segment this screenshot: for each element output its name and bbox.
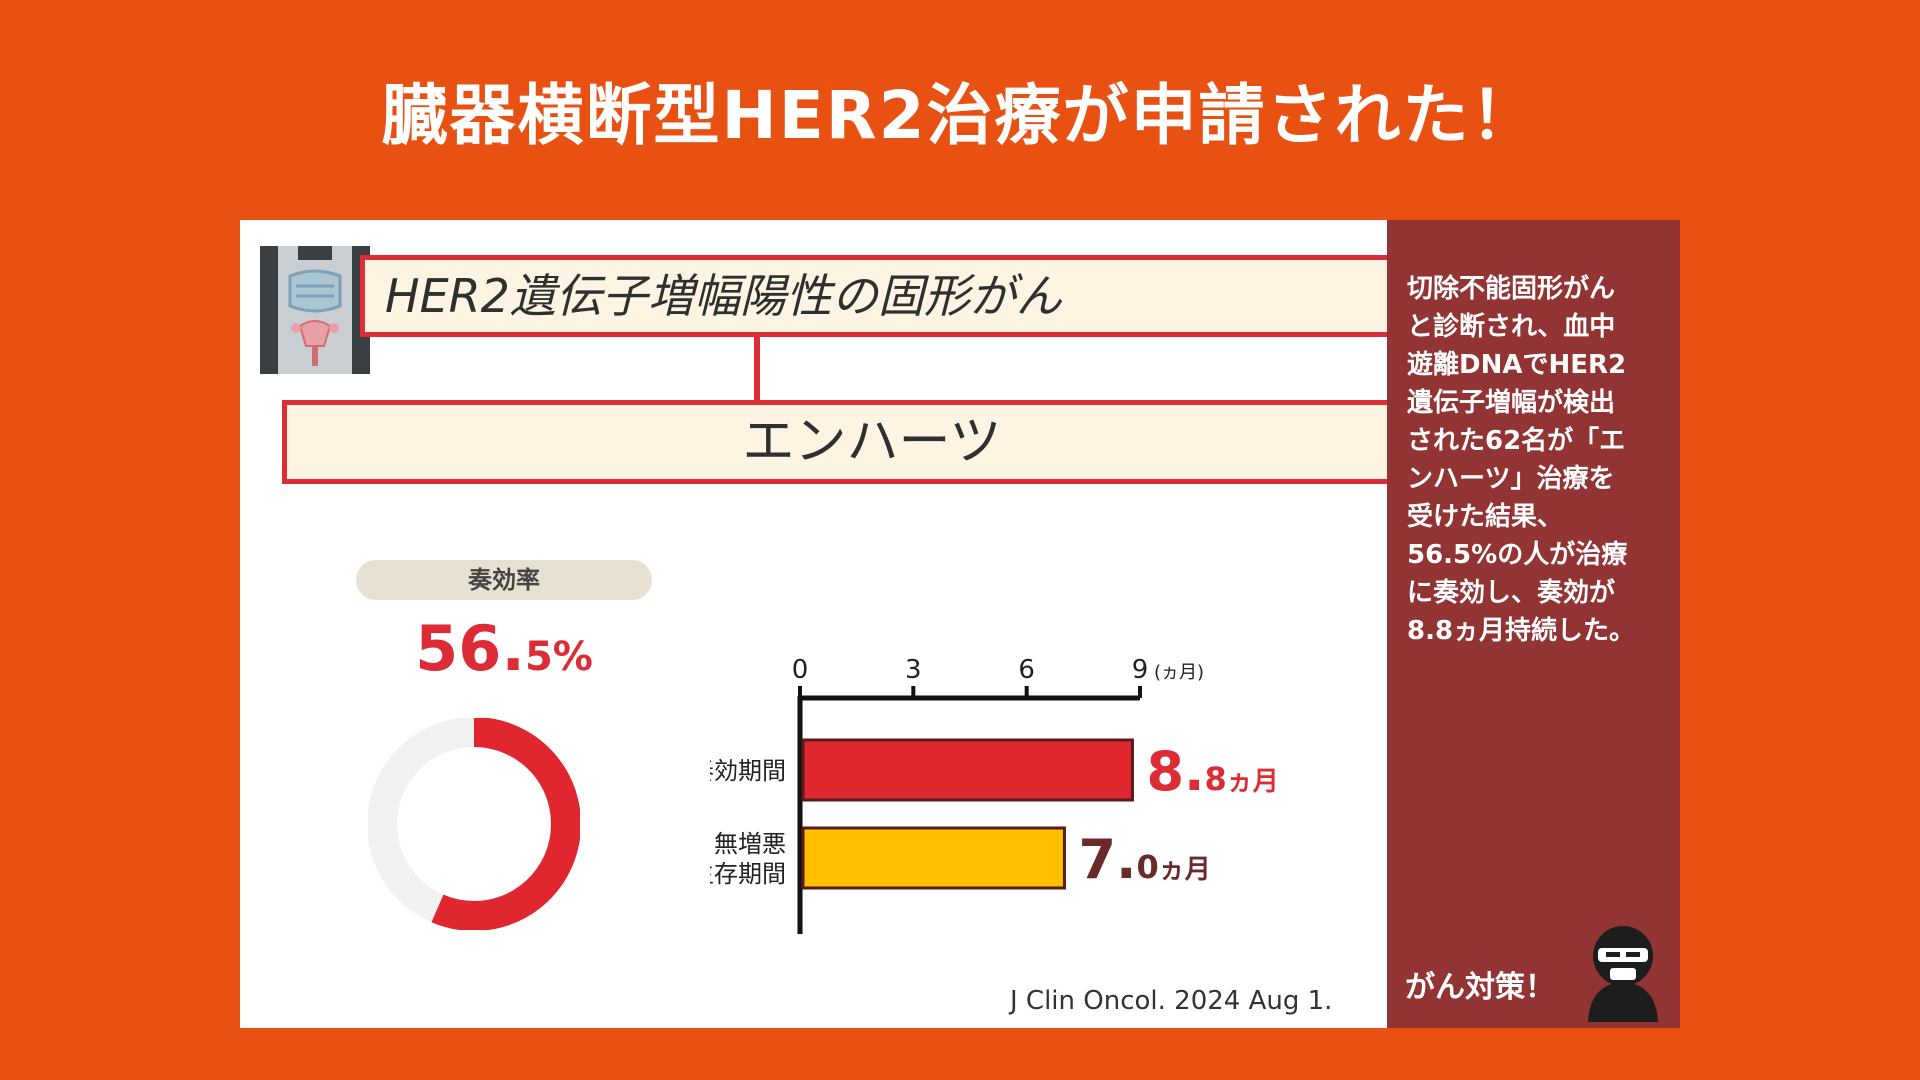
x-tick-label: 9 (1132, 655, 1149, 685)
organ-illustration-icon (260, 246, 370, 374)
x-tick-label: 6 (1018, 655, 1035, 685)
value-label-unit: ヵ月 (1227, 767, 1279, 797)
response-rate-label: 奏効率 (356, 560, 652, 600)
bar (801, 826, 1066, 890)
summary-line: 8.8ヵ月持続した。 (1407, 616, 1636, 646)
sidebar-footer: がん対策！ (1405, 970, 1555, 1005)
diagram-connector (754, 337, 760, 400)
value-label-main: 7. (1078, 828, 1136, 891)
value-label-main: 8. (1146, 740, 1204, 803)
summary-line: された62名が「エ (1407, 426, 1626, 456)
value-label-unit: ヵ月 (1159, 855, 1211, 885)
category-label: 無増悪 (714, 830, 786, 858)
category-label: 奏効期間 (710, 757, 786, 785)
summary-line: ンハーツ」治療を (1407, 464, 1615, 494)
response-rate-value: 56.5% (415, 612, 593, 685)
drug-box: エンハーツ (282, 400, 1462, 484)
response-rate-arc (431, 718, 580, 930)
bar (801, 738, 1134, 802)
slide-panel: HER2遺伝子増幅陽性の固形がん エンハーツ 奏効率 56.5% 0 3 6 9 (ヵ月… (240, 220, 1680, 1028)
x-unit-label: (ヵ月) (1154, 662, 1204, 683)
x-tick-label: 3 (905, 655, 922, 685)
summary-line: 56.5%の人が治療 (1407, 540, 1628, 570)
summary-line: 受けた結果、 (1407, 502, 1564, 532)
summary-line: 遊離DNAでHER2 (1407, 350, 1627, 380)
value-label-decimal: 0 (1137, 848, 1159, 886)
summary-text: 切除不能固形がん と診断され、血中 遊離DNAでHER2 遺伝子増幅が検出 された62名… (1407, 270, 1667, 650)
citation: J Clin Oncol. 2024 Aug 1. (1010, 986, 1333, 1016)
headline: 臓器横断型HER2治療が申請された！ (381, 77, 1539, 154)
value-label: 8.8ヵ月 (1146, 740, 1278, 803)
value-label-decimal: 8 (1205, 760, 1227, 798)
cancer-type-box: HER2遺伝子増幅陽性の固形がん (360, 255, 1462, 337)
x-tick-label: 0 (792, 655, 809, 685)
ninja-mascot-icon (1588, 926, 1658, 1022)
summary-line: に奏効し、奏効が (1407, 578, 1616, 608)
summary-line: 切除不能固形がん (1407, 274, 1616, 304)
category-label: 生存期間 (710, 860, 786, 888)
summary-line: 遺伝子増幅が検出 (1407, 388, 1616, 418)
summary-sidebar: 切除不能固形がん と診断され、血中 遊離DNAでHER2 遺伝子増幅が検出 された62名… (1387, 220, 1680, 1028)
response-rate-donut (368, 718, 580, 930)
summary-line: と診断され、血中 (1407, 312, 1616, 342)
value-label: 7.0ヵ月 (1078, 828, 1210, 891)
